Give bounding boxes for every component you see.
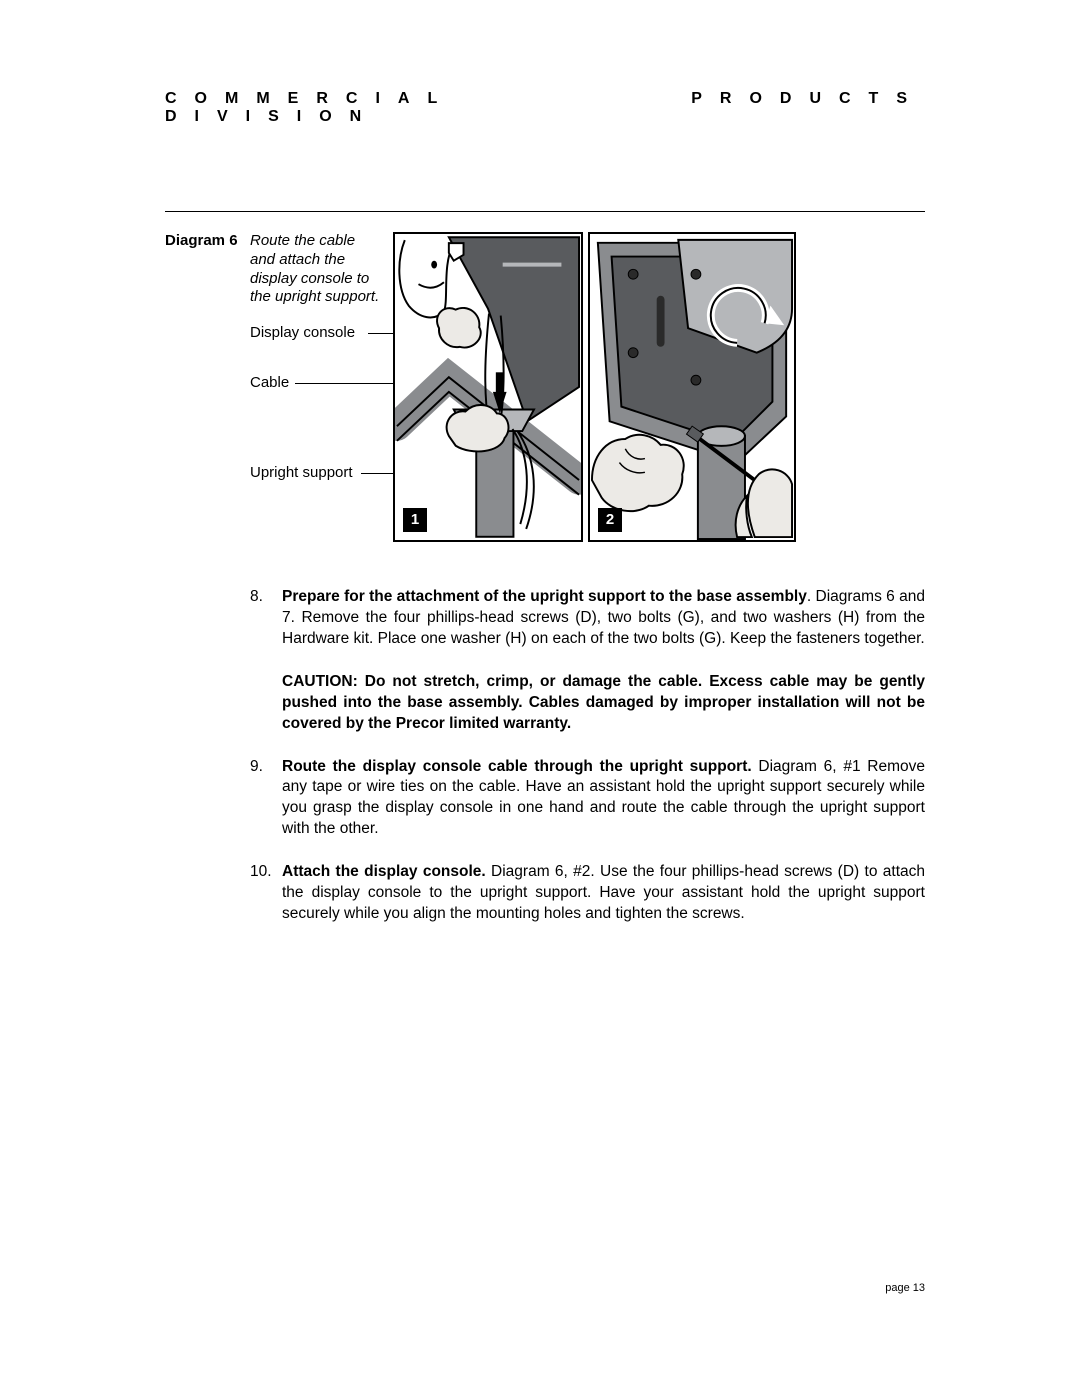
step-number: 10. (250, 862, 282, 925)
callout-cable: Cable (250, 374, 289, 391)
step-item: 9. Route the display console cable throu… (250, 757, 925, 841)
step-text: Prepare for the attachment of the uprigh… (282, 587, 925, 650)
callout-display-console: Display console (250, 324, 355, 341)
step-lead: Route the display console cable through … (282, 758, 752, 775)
caution-note: CAUTION: Do not stretch, crimp, or damag… (282, 672, 925, 735)
page-header: COMMERCIAL PRODUCTS DIVISION (165, 90, 925, 126)
step-text: Attach the display console. Diagram 6, #… (282, 862, 925, 925)
instruction-steps: 9. Route the display console cable throu… (250, 757, 925, 925)
panel-number: 1 (403, 508, 427, 532)
diagram-panel-1: 1 (393, 232, 583, 542)
step-item: 8. Prepare for the attachment of the upr… (250, 587, 925, 650)
divider-rule (165, 211, 925, 212)
step-lead: Prepare for the attachment of the uprigh… (282, 588, 807, 605)
page-number: page 13 (885, 1282, 925, 1294)
step-item: 10. Attach the display console. Diagram … (250, 862, 925, 925)
step-number: 8. (250, 587, 282, 650)
diagram-label: Diagram 6 (165, 232, 238, 249)
diagram-panel-2: 2 (588, 232, 796, 542)
diagram-caption: Route the cable and attach the display c… (250, 232, 380, 307)
instruction-steps: 8. Prepare for the attachment of the upr… (250, 587, 925, 650)
panel-number: 2 (598, 508, 622, 532)
step-number: 9. (250, 757, 282, 841)
step-text: Route the display console cable through … (282, 757, 925, 841)
step-lead: Attach the display console. (282, 863, 486, 880)
figure-area: Diagram 6 Route the cable and attach the… (165, 232, 925, 552)
callout-upright-support: Upright support (250, 464, 353, 481)
